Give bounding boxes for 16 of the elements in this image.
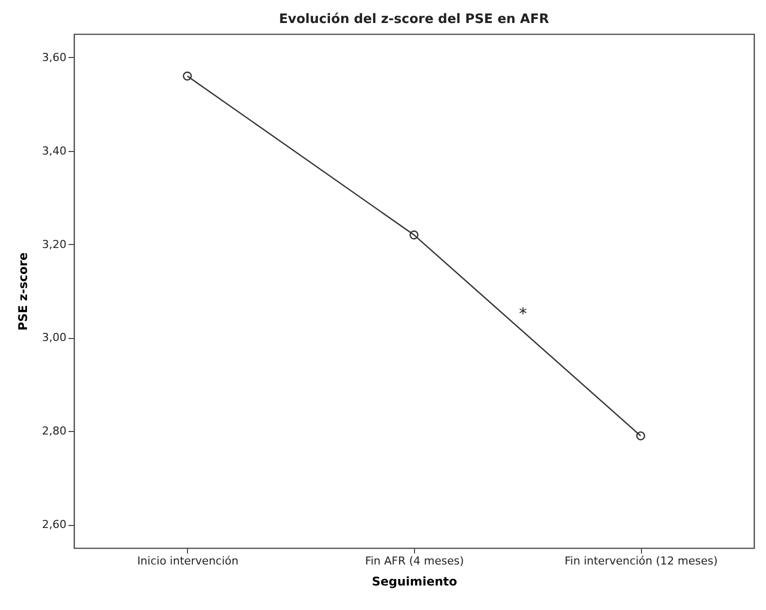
y-tick-label: 3,60: [42, 50, 66, 64]
x-axis-title: Seguimiento: [372, 574, 458, 588]
x-tick-label: Inicio intervención: [137, 554, 238, 568]
annotation: *: [519, 304, 527, 323]
x-tick-label: Fin intervención (12 meses): [564, 554, 718, 568]
x-tick-label: Fin AFR (4 meses): [365, 554, 464, 568]
chart-title: Evolución del z-score del PSE en AFR: [278, 12, 550, 27]
point: [409, 230, 419, 240]
point: [636, 431, 646, 440]
point: [182, 72, 192, 81]
y-tick-label: 2,80: [42, 424, 66, 438]
y-tick-label: 3,00: [42, 331, 66, 344]
y-tick-label: 3,20: [42, 238, 66, 251]
y-tick-label: 2,60: [42, 518, 66, 532]
y-axis-title: PSE z-score: [16, 252, 30, 331]
y-tick-label: 3,40: [42, 144, 66, 158]
